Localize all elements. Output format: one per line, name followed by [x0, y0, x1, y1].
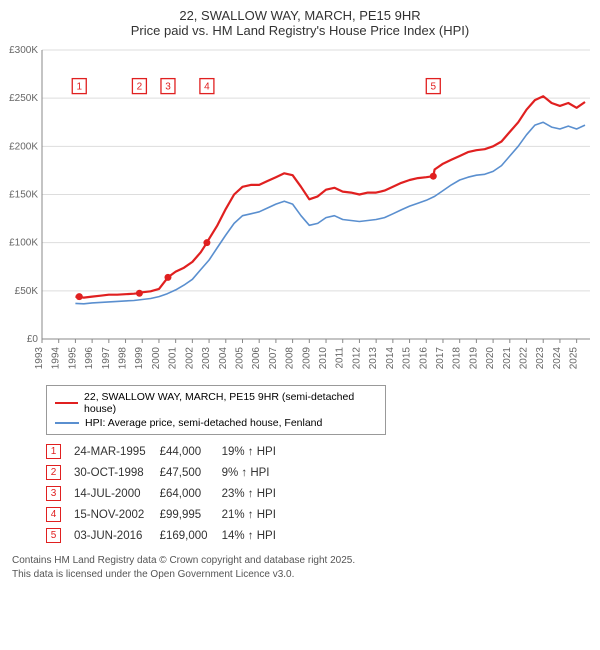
transaction-marker: 4 [46, 507, 61, 522]
table-row: 1 24-MAR-1995£44,00019% ↑ HPI [46, 441, 290, 462]
svg-text:2003: 2003 [201, 347, 212, 370]
svg-text:2002: 2002 [184, 347, 195, 370]
transaction-delta: 14% ↑ HPI [222, 525, 290, 546]
title-address: 22, SWALLOW WAY, MARCH, PE15 9HR [6, 8, 594, 23]
attribution-line2: This data is licensed under the Open Gov… [12, 568, 594, 582]
transaction-date: 30-OCT-1998 [74, 462, 160, 483]
chart-svg: £0 £50K £100K £150K £200K £250K £300K 1993 1994 1… [6, 44, 594, 379]
svg-text:2: 2 [137, 82, 143, 93]
svg-text:2015: 2015 [402, 347, 413, 370]
transactions-table: 1 24-MAR-1995£44,00019% ↑ HPI 2 30-OCT-1998… [46, 441, 290, 546]
svg-text:2004: 2004 [218, 347, 229, 370]
svg-text:2023: 2023 [535, 347, 546, 370]
svg-text:£250K: £250K [9, 93, 38, 104]
legend-item: HPI: Average price, semi-detached house,… [55, 416, 377, 430]
svg-text:2014: 2014 [385, 347, 396, 370]
legend-label: HPI: Average price, semi-detached house,… [85, 417, 322, 429]
transaction-delta: 21% ↑ HPI [222, 504, 290, 525]
chart-container: 22, SWALLOW WAY, MARCH, PE15 9HR Price p… [0, 0, 600, 587]
transaction-marker: 3 [46, 486, 61, 501]
transaction-marker: 5 [46, 528, 61, 543]
transaction-price: £169,000 [160, 525, 222, 546]
svg-text:£300K: £300K [9, 45, 38, 56]
svg-text:1: 1 [76, 82, 82, 93]
svg-text:1994: 1994 [51, 347, 62, 370]
transaction-delta: 9% ↑ HPI [222, 462, 290, 483]
svg-text:1995: 1995 [67, 347, 78, 370]
legend-label: 22, SWALLOW WAY, MARCH, PE15 9HR (semi-d… [84, 391, 377, 415]
svg-text:2018: 2018 [452, 347, 463, 370]
svg-text:2006: 2006 [251, 347, 262, 370]
legend-item: 22, SWALLOW WAY, MARCH, PE15 9HR (semi-d… [55, 390, 377, 416]
legend-swatch [55, 402, 78, 404]
svg-text:2016: 2016 [418, 347, 429, 370]
title-subtitle: Price paid vs. HM Land Registry's House … [6, 23, 594, 38]
transaction-date: 24-MAR-1995 [74, 441, 160, 462]
table-row: 2 30-OCT-1998£47,5009% ↑ HPI [46, 462, 290, 483]
transaction-price: £44,000 [160, 441, 222, 462]
svg-text:2021: 2021 [502, 347, 513, 370]
attribution: Contains HM Land Registry data © Crown c… [12, 554, 594, 581]
svg-text:2013: 2013 [368, 347, 379, 370]
svg-text:1997: 1997 [101, 347, 112, 370]
svg-text:2011: 2011 [335, 347, 346, 369]
transaction-date: 15-NOV-2002 [74, 504, 160, 525]
svg-text:£150K: £150K [9, 190, 38, 201]
svg-text:2010: 2010 [318, 347, 329, 370]
svg-text:2024: 2024 [552, 347, 563, 370]
svg-text:1993: 1993 [34, 347, 45, 370]
svg-text:2007: 2007 [268, 347, 279, 370]
svg-text:2017: 2017 [435, 347, 446, 370]
svg-text:2001: 2001 [168, 347, 179, 370]
transaction-date: 14-JUL-2000 [74, 483, 160, 504]
chart: £0 £50K £100K £150K £200K £250K £300K 1993 1994 1… [6, 44, 594, 379]
svg-text:1998: 1998 [118, 347, 129, 370]
svg-text:2005: 2005 [234, 347, 245, 370]
svg-text:3: 3 [165, 82, 171, 93]
svg-text:2008: 2008 [285, 347, 296, 370]
svg-text:1996: 1996 [84, 347, 95, 370]
transaction-marker: 2 [46, 465, 61, 480]
svg-text:2020: 2020 [485, 347, 496, 370]
title-block: 22, SWALLOW WAY, MARCH, PE15 9HR Price p… [6, 8, 594, 38]
legend: 22, SWALLOW WAY, MARCH, PE15 9HR (semi-d… [46, 385, 386, 435]
svg-text:£200K: £200K [9, 141, 38, 152]
attribution-line1: Contains HM Land Registry data © Crown c… [12, 554, 594, 568]
table-row: 5 03-JUN-2016£169,00014% ↑ HPI [46, 525, 290, 546]
svg-text:1999: 1999 [134, 347, 145, 370]
transaction-date: 03-JUN-2016 [74, 525, 160, 546]
svg-text:£100K: £100K [9, 238, 38, 249]
svg-text:4: 4 [204, 82, 210, 93]
svg-text:£0: £0 [27, 334, 39, 345]
svg-text:2000: 2000 [151, 347, 162, 370]
svg-text:5: 5 [431, 82, 437, 93]
svg-text:2022: 2022 [519, 347, 530, 370]
transaction-price: £64,000 [160, 483, 222, 504]
transaction-price: £99,995 [160, 504, 222, 525]
legend-swatch [55, 422, 79, 424]
transaction-price: £47,500 [160, 462, 222, 483]
table-row: 3 14-JUL-2000£64,00023% ↑ HPI [46, 483, 290, 504]
table-row: 4 15-NOV-2002£99,99521% ↑ HPI [46, 504, 290, 525]
svg-text:2012: 2012 [351, 347, 362, 370]
svg-text:£50K: £50K [15, 286, 39, 297]
svg-text:2025: 2025 [569, 347, 580, 370]
transaction-marker: 1 [46, 444, 61, 459]
transaction-delta: 23% ↑ HPI [222, 483, 290, 504]
svg-text:2019: 2019 [468, 347, 479, 370]
transaction-delta: 19% ↑ HPI [222, 441, 290, 462]
svg-text:2009: 2009 [301, 347, 312, 370]
